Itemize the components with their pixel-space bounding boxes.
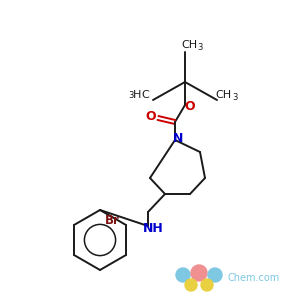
- Text: NH: NH: [142, 223, 164, 236]
- Text: O: O: [185, 100, 195, 113]
- Text: 3: 3: [197, 44, 203, 52]
- Circle shape: [191, 265, 207, 281]
- Text: N: N: [173, 131, 183, 145]
- Text: CH: CH: [215, 90, 231, 100]
- Text: 3: 3: [128, 91, 134, 100]
- Text: O: O: [146, 110, 156, 124]
- Text: 3: 3: [232, 94, 238, 103]
- Text: C: C: [141, 90, 149, 100]
- Text: CH: CH: [181, 40, 197, 50]
- Text: Chem.com: Chem.com: [228, 273, 280, 283]
- Circle shape: [201, 279, 213, 291]
- Text: H: H: [133, 90, 141, 100]
- Circle shape: [176, 268, 190, 282]
- Circle shape: [208, 268, 222, 282]
- Text: Br: Br: [104, 214, 119, 227]
- Circle shape: [185, 279, 197, 291]
